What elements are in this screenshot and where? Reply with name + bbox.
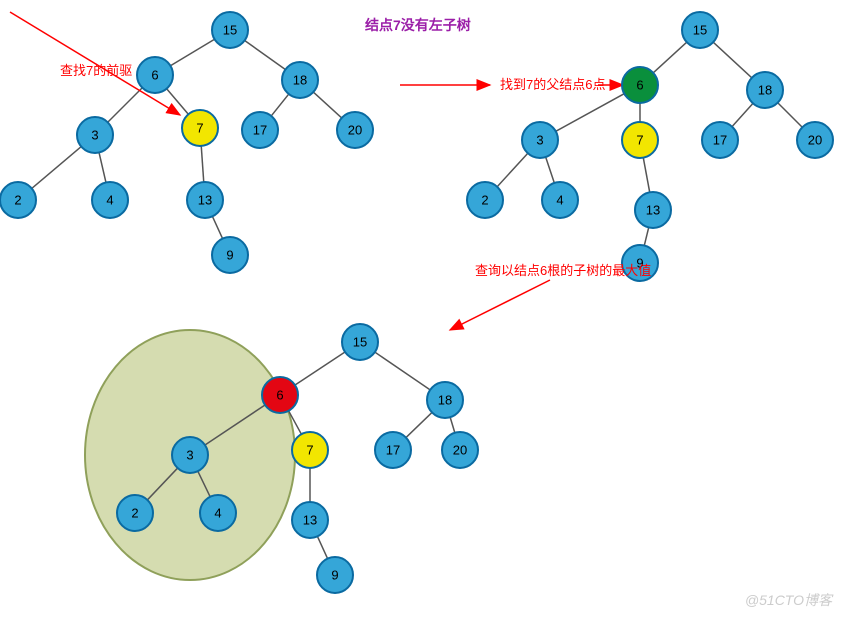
svg-text:2: 2 [14,193,21,208]
node-7: 7 [182,110,218,146]
title-text: 结点7没有左子树 [365,17,471,33]
diagram-canvas: 15 6 18 3 7 17 20 2 4 13 9 15 6 18 3 7 17 20 2 4 13 9 15 6 18 3 7 1… [0,0,842,618]
label-l3: 查询以结点6根的子树的最大值 [475,263,651,278]
node-15: 15 [342,324,378,360]
node-6: 6 [262,377,298,413]
node-18: 18 [282,62,318,98]
node-4: 4 [542,182,578,218]
svg-text:6: 6 [151,68,158,83]
node-17: 17 [702,122,738,158]
svg-text:7: 7 [636,133,643,148]
svg-text:6: 6 [636,78,643,93]
svg-text:20: 20 [348,123,362,138]
svg-text:15: 15 [223,23,237,38]
svg-text:7: 7 [306,443,313,458]
svg-text:13: 13 [303,513,317,528]
svg-text:13: 13 [646,203,660,218]
svg-text:3: 3 [91,128,98,143]
node-18: 18 [427,382,463,418]
node-20: 20 [442,432,478,468]
svg-text:9: 9 [226,248,233,263]
node-4: 4 [92,182,128,218]
node-3: 3 [77,117,113,153]
node-7: 7 [622,122,658,158]
svg-text:17: 17 [386,443,400,458]
svg-text:3: 3 [536,133,543,148]
svg-text:15: 15 [693,23,707,38]
svg-text:20: 20 [453,443,467,458]
svg-text:3: 3 [186,448,193,463]
svg-text:13: 13 [198,193,212,208]
node-17: 17 [242,112,278,148]
node-20: 20 [337,112,373,148]
svg-text:2: 2 [131,506,138,521]
svg-text:4: 4 [556,193,563,208]
node-6: 6 [137,57,173,93]
node-13: 13 [187,182,223,218]
node-20: 20 [797,122,833,158]
label-l1: 查找7的前驱 [60,63,132,78]
svg-text:18: 18 [438,393,452,408]
node-4: 4 [200,495,236,531]
svg-text:17: 17 [713,133,727,148]
svg-text:4: 4 [214,506,221,521]
node-2: 2 [0,182,36,218]
svg-text:9: 9 [331,568,338,583]
node-18: 18 [747,72,783,108]
node-7: 7 [292,432,328,468]
node-3: 3 [172,437,208,473]
svg-text:18: 18 [293,73,307,88]
node-6: 6 [622,67,658,103]
svg-text:20: 20 [808,133,822,148]
svg-text:7: 7 [196,121,203,136]
node-13: 13 [635,192,671,228]
svg-text:2: 2 [481,193,488,208]
annotation-arrows [10,12,623,330]
node-13: 13 [292,502,328,538]
node-2: 2 [117,495,153,531]
svg-text:4: 4 [106,193,113,208]
node-3: 3 [522,122,558,158]
svg-text:18: 18 [758,83,772,98]
svg-text:6: 6 [276,388,283,403]
tree-nodes: 15 6 18 3 7 17 20 2 4 13 9 15 6 18 3 7 17 20 2 4 13 9 15 6 18 3 7 1… [0,12,833,593]
node-9: 9 [212,237,248,273]
svg-text:17: 17 [253,123,267,138]
label-l2: 找到7的父结点6点 [500,77,605,92]
node-15: 15 [682,12,718,48]
svg-text:15: 15 [353,335,367,350]
node-9: 9 [317,557,353,593]
node-17: 17 [375,432,411,468]
watermark: @51CTO博客 [745,590,832,610]
node-15: 15 [212,12,248,48]
node-2: 2 [467,182,503,218]
